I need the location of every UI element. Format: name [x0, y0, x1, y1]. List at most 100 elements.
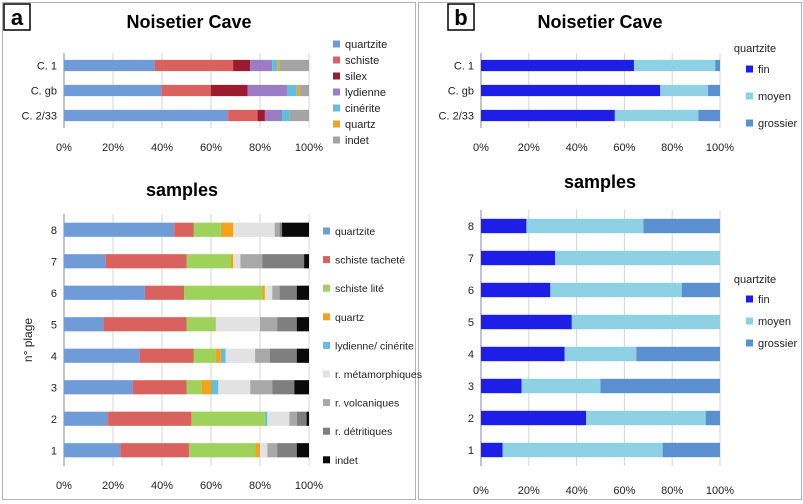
- a-top-legend-swatch: [333, 72, 340, 80]
- a-bottom-bar-segment: [272, 285, 280, 300]
- b-top-legend-label: fin: [758, 64, 770, 76]
- a-bottom-bar-segment: [64, 285, 145, 300]
- b-bottom-x-tick-label: 60%: [613, 485, 635, 497]
- b-bottom-bar-segment: [481, 250, 556, 266]
- a-bottom-bar-segment: [296, 285, 309, 300]
- a-bottom-bar-segment: [193, 222, 221, 237]
- a-top-x-tick-label: 100%: [295, 142, 323, 154]
- b-bottom-y-tick-label: 5: [468, 317, 474, 329]
- a-bottom-bar-segment: [269, 348, 297, 363]
- b-top-legend-swatch: [746, 65, 753, 73]
- a-bottom-bar-segment: [296, 317, 309, 332]
- a-top-bar-segment: [299, 84, 309, 97]
- b-top-x-tick-label: 40%: [566, 142, 588, 154]
- b-top-x-tick-label: 0%: [473, 142, 489, 154]
- b-bottom-x-tick-label: 20%: [518, 485, 540, 497]
- a-top-bar-segment: [233, 59, 251, 72]
- a-top-legend-label: indet: [345, 135, 369, 147]
- a-bottom-bar-segment: [184, 285, 263, 300]
- b-bottom-bar-segment: [636, 346, 720, 362]
- a-bottom-bar-segment: [193, 348, 216, 363]
- a-top-x-tick-label: 20%: [102, 142, 124, 154]
- a-bottom-bar-segment: [274, 222, 280, 237]
- a-bottom-bar-segment: [289, 411, 297, 426]
- a-bottom-legend-swatch: [323, 399, 330, 407]
- a-top-bar-segment: [257, 109, 265, 122]
- a-bottom-legend-swatch: [323, 227, 330, 235]
- a-bottom-bar-segment: [306, 411, 309, 426]
- b-top-legend-swatch: [746, 92, 753, 100]
- a-bottom-legend-label: quartz: [335, 312, 364, 324]
- a-bottom-bar-segment: [132, 380, 187, 395]
- a-top-bar-segment: [154, 59, 234, 72]
- b-bottom-legend-label: fin: [758, 294, 770, 306]
- a-bottom-legend-label: lydienne/ cinérite: [335, 340, 414, 352]
- b-bottom-y-tick-label: 1: [468, 445, 474, 457]
- a-bottom-bar-segment: [215, 348, 221, 363]
- a-bottom-bar-segment: [64, 254, 106, 269]
- a-bottom-bar-segment: [304, 254, 309, 269]
- b-bottom-x-tick-label: 100%: [706, 485, 734, 497]
- b-bottom-legend-label: moyen: [758, 316, 791, 328]
- a-bottom-bar-segment: [262, 285, 265, 300]
- a-bottom-bar-segment: [240, 254, 263, 269]
- b-bottom-y-tick-label: 7: [468, 253, 474, 265]
- a-bottom-bar-segment: [262, 254, 305, 269]
- a-bottom-bar-segment: [277, 443, 297, 458]
- a-top-legend-label: schiste: [345, 55, 379, 67]
- a-top-y-tick-label: C. gb: [31, 86, 57, 98]
- a-bottom-bar-segment: [296, 443, 309, 458]
- a-top-bar-segment: [64, 109, 229, 122]
- a-bottom-legend-label: r. détritiques: [335, 426, 392, 438]
- a-bottom-bar-segment: [260, 317, 278, 332]
- a-bottom-y-tick-label: 8: [51, 225, 57, 237]
- a-bottom-y-axis-title: n° plage: [21, 318, 35, 362]
- a-bottom-y-tick-label: 3: [51, 382, 57, 394]
- a-bottom-bar-segment: [279, 222, 283, 237]
- a-bottom-bar-segment: [186, 317, 216, 332]
- a-bottom-bar-segment: [64, 317, 104, 332]
- b-top-bar-segment: [633, 59, 716, 72]
- b-bottom-y-tick-label: 2: [468, 413, 474, 425]
- a-bottom-bar-segment: [103, 317, 187, 332]
- a-bottom-x-tick-label: 40%: [151, 480, 173, 492]
- a-bottom-bar-segment: [188, 443, 256, 458]
- a-bottom-bar-segment: [201, 380, 211, 395]
- a-top-bar-segment: [228, 109, 258, 122]
- a-bottom-bar-segment: [186, 254, 231, 269]
- a-bottom-y-tick-label: 5: [51, 319, 57, 331]
- a-bottom-x-tick-label: 0%: [56, 480, 72, 492]
- b-top-bar-segment: [708, 84, 720, 97]
- b-bottom-y-tick-label: 6: [468, 285, 474, 297]
- b-top-bar-segment: [614, 109, 699, 122]
- a-top-bar-segment: [264, 109, 283, 122]
- b-bottom-x-tick-label: 0%: [473, 485, 489, 497]
- a-bottom-bar-segment: [174, 222, 194, 237]
- a-bottom-bar-segment: [191, 411, 265, 426]
- b-bottom-bar-segment: [705, 410, 720, 426]
- a-bottom-y-tick-label: 7: [51, 256, 57, 268]
- b-bottom-bar-segment: [481, 282, 551, 298]
- a-bottom-bar-segment: [264, 285, 273, 300]
- b-bottom-bar-segment: [600, 378, 720, 394]
- panel-label-box-a: [3, 3, 31, 31]
- a-top-x-tick-label: 0%: [56, 142, 72, 154]
- a-bottom-x-tick-label: 100%: [295, 480, 323, 492]
- a-bottom-bar-segment: [139, 348, 194, 363]
- a-bottom-bar-segment: [267, 443, 278, 458]
- b-bottom-bar-segment: [681, 282, 720, 298]
- b-top-y-tick-label: C. gb: [448, 86, 474, 98]
- b-top-title: Noisetier Cave: [537, 12, 662, 32]
- b-top-legend-label: grossier: [758, 118, 797, 130]
- a-top-legend-swatch: [333, 136, 340, 144]
- a-top-bar-segment: [64, 59, 155, 72]
- a-top-bar-segment: [247, 84, 287, 97]
- a-bottom-bar-segment: [211, 380, 219, 395]
- a-top-y-tick-label: C. 2/33: [22, 111, 57, 123]
- a-bottom-bar-segment: [64, 380, 133, 395]
- a-bottom-legend-swatch: [323, 341, 330, 349]
- a-bottom-bar-segment: [218, 380, 251, 395]
- a-bottom-legend-swatch: [323, 313, 330, 321]
